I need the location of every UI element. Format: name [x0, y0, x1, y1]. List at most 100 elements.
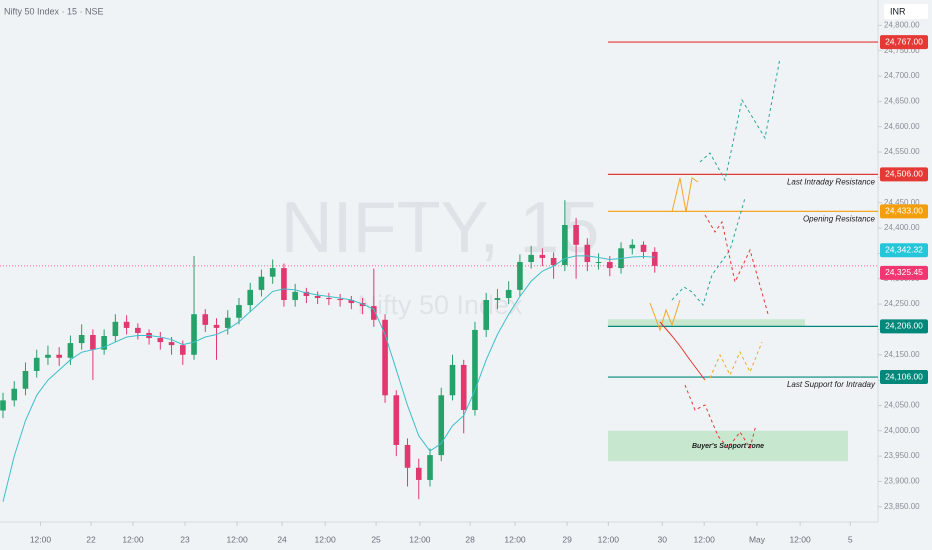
candle-body	[303, 291, 310, 296]
candle-body	[168, 342, 175, 346]
projection-path	[659, 321, 706, 381]
candle-body	[33, 357, 40, 371]
candle-body	[191, 314, 197, 355]
candle-body	[348, 300, 355, 304]
projection-path	[699, 57, 781, 182]
x-tick-label: May	[749, 534, 766, 544]
candle-body	[449, 364, 456, 396]
x-tick-label: 30	[658, 534, 668, 544]
level-annotation: Opening Resistance	[803, 214, 876, 223]
candle-body	[337, 299, 343, 301]
y-tick-label: 23,950.00	[884, 451, 920, 460]
axis-tags: 24,767.00 24,506.00 24,433.00 24,206.00 24,1…	[880, 35, 928, 385]
projection-path	[704, 214, 769, 315]
y-tick-label: 24,000.00	[884, 426, 920, 435]
projection-path	[649, 299, 681, 332]
candle-body	[427, 455, 433, 480]
x-tick-label: 5	[848, 534, 853, 544]
x-tick-label: 25	[371, 534, 381, 544]
candle-body	[505, 289, 512, 298]
level-tag	[880, 319, 928, 334]
y-tick-label: 24,250.00	[884, 299, 920, 308]
x-tick-label: 23	[180, 534, 190, 544]
candle-body	[157, 338, 164, 343]
candle-body	[269, 268, 276, 277]
candle-body	[415, 467, 422, 480]
currency-box[interactable]	[884, 4, 928, 19]
y-tick-label: 24,150.00	[884, 350, 920, 359]
level-tag-label: 24,206.00	[885, 321, 923, 331]
candle-body	[56, 354, 62, 358]
candle-body	[640, 244, 647, 252]
candle-body	[0, 400, 6, 411]
candle-body	[393, 395, 400, 445]
candle-body	[224, 317, 231, 328]
candle-body	[651, 251, 658, 266]
price-tag-label: 24,342.32	[885, 245, 923, 255]
x-tick-label: 24	[277, 534, 287, 544]
candle-body	[247, 289, 254, 306]
candle-body	[112, 321, 119, 337]
candle-body	[517, 262, 523, 290]
y-tick-label: 24,050.00	[884, 401, 920, 410]
candle-body	[629, 244, 636, 249]
candle-body	[371, 306, 377, 320]
x-tick-label: 12:00	[409, 534, 431, 544]
candle-body	[78, 334, 85, 344]
projection-path	[671, 197, 746, 307]
candle-body	[460, 364, 467, 410]
candle-body	[494, 297, 501, 301]
x-tick-label: 12:00	[226, 534, 248, 544]
candle-body	[584, 244, 591, 263]
candle-body	[67, 343, 74, 358]
candle-body	[45, 354, 51, 358]
candle-body	[213, 324, 220, 328]
level-annotation: Last Support for Intraday	[787, 380, 876, 389]
y-tick-label: 24,400.00	[884, 223, 920, 232]
level-tag	[880, 370, 928, 385]
x-tick-label: 12:00	[314, 534, 336, 544]
zone	[607, 319, 805, 327]
candle-body	[539, 254, 546, 258]
candle-body	[135, 327, 141, 333]
candle-body	[528, 254, 534, 263]
candle-body	[472, 329, 478, 410]
x-tick-label: 12:00	[789, 534, 811, 544]
candle-body	[550, 257, 557, 266]
candle-body	[258, 276, 265, 290]
y-tick-label: 24,800.00	[884, 20, 920, 29]
candle-body	[382, 319, 388, 396]
watermark: NIFTY, 15	[281, 188, 600, 268]
candle-body	[202, 314, 209, 325]
candle-body	[11, 388, 18, 401]
price-tag-label: 24,325.45	[885, 267, 923, 277]
candle-body	[438, 395, 445, 456]
y-tick-label: 23,850.00	[884, 502, 920, 511]
candle-body	[101, 336, 107, 350]
x-tick-label: 12:00	[504, 534, 526, 544]
projection-path	[709, 341, 763, 379]
level-tag-label: 24,767.00	[885, 36, 923, 46]
y-tick-label: 24,650.00	[884, 96, 920, 105]
candle-body	[562, 225, 568, 266]
x-tick-label: 12:00	[694, 534, 716, 544]
level-annotation: Last Intraday Resistance	[787, 177, 876, 186]
moving-average	[2, 255, 655, 502]
y-tick-label: 24,700.00	[884, 71, 920, 80]
candle-body	[595, 262, 602, 264]
y-tick-label: 24,550.00	[884, 147, 920, 156]
x-tick-label: 12:00	[30, 534, 52, 544]
projection-path	[671, 177, 699, 213]
level-tag-label: 24,433.00	[885, 206, 923, 216]
candle-body	[606, 262, 613, 269]
currency[interactable]: INR	[890, 6, 906, 16]
y-tick-label: 24,600.00	[884, 122, 920, 131]
level-tag	[880, 204, 928, 219]
candle-body	[314, 295, 321, 298]
level-tag-label: 24,506.00	[885, 169, 923, 179]
zone-label: Buyer's Support zone	[692, 443, 764, 450]
projections	[649, 57, 781, 450]
candle-body	[404, 444, 411, 468]
x-tick-label: 28	[465, 534, 475, 544]
